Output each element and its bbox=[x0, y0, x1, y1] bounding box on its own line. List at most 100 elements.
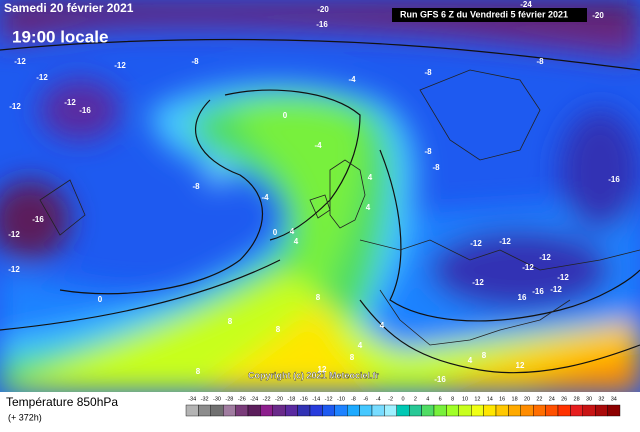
scale-swatch bbox=[285, 404, 298, 417]
scale-label: 2 bbox=[414, 396, 417, 402]
scale-label: 0 bbox=[401, 396, 404, 402]
contour-label: -12 bbox=[9, 102, 21, 111]
scale-label: -18 bbox=[287, 396, 295, 402]
contour-label: 8 bbox=[276, 325, 281, 334]
contour-label: -8 bbox=[424, 147, 432, 156]
scale-swatch bbox=[595, 404, 608, 417]
scale-swatch bbox=[260, 404, 273, 417]
contour-label: -12 bbox=[64, 98, 76, 107]
scale-swatch bbox=[371, 404, 385, 417]
scale-label: 18 bbox=[512, 396, 518, 402]
copyright: Copyright (c) 2021 Meteociel.fr bbox=[248, 370, 380, 380]
scale-label: 28 bbox=[574, 396, 580, 402]
scale-label: -16 bbox=[300, 396, 308, 402]
contour-label: -12 bbox=[14, 57, 26, 66]
scale-swatch bbox=[582, 404, 596, 417]
contour-label: 4 bbox=[294, 237, 299, 246]
scale-label: -6 bbox=[363, 396, 368, 402]
scale-swatch bbox=[607, 404, 621, 417]
scale-swatch bbox=[347, 404, 360, 417]
scale-label: 4 bbox=[426, 396, 429, 402]
scale-swatch bbox=[247, 404, 261, 417]
scale-swatch bbox=[557, 404, 571, 417]
scale-swatch bbox=[235, 404, 249, 417]
scale-swatch bbox=[458, 404, 472, 417]
scale-swatch bbox=[483, 404, 497, 417]
scale-swatch bbox=[446, 404, 459, 417]
scale-label: -30 bbox=[213, 396, 221, 402]
contour-label: -12 bbox=[522, 263, 534, 272]
scale-swatch bbox=[495, 404, 509, 417]
contour-label: -8 bbox=[424, 68, 432, 77]
contour-label: -4 bbox=[348, 75, 356, 84]
scale-label: 20 bbox=[524, 396, 530, 402]
contour-label: -8 bbox=[192, 182, 200, 191]
contour-label: -16 bbox=[316, 20, 328, 29]
scale-swatch bbox=[185, 404, 199, 417]
run-box bbox=[392, 8, 587, 22]
scale-swatch bbox=[508, 404, 521, 417]
scale-label: -22 bbox=[263, 396, 271, 402]
scale-label: -28 bbox=[225, 396, 233, 402]
contour-label: 4 bbox=[368, 173, 373, 182]
contour-label: 4 bbox=[290, 227, 295, 236]
contour-label: 0 bbox=[273, 228, 278, 237]
scale-label: -14 bbox=[312, 396, 320, 402]
scale-label: -2 bbox=[388, 396, 393, 402]
contour-label: -12 bbox=[114, 61, 126, 70]
contour-label: 8 bbox=[196, 367, 201, 376]
contour-label: -8 bbox=[432, 163, 440, 172]
contour-label: -12 bbox=[550, 285, 562, 294]
contour-label: -24 bbox=[520, 0, 532, 9]
contour-label: -12 bbox=[557, 273, 569, 282]
contour-label: -12 bbox=[539, 253, 551, 262]
scale-label: 14 bbox=[487, 396, 493, 402]
scale-swatch bbox=[545, 404, 559, 417]
contour-label: -20 bbox=[592, 11, 604, 20]
scale-label: 16 bbox=[499, 396, 505, 402]
scale-label: -32 bbox=[201, 396, 209, 402]
scale-swatch bbox=[433, 404, 447, 417]
scale-swatch bbox=[198, 404, 211, 417]
scale-label: 6 bbox=[439, 396, 442, 402]
contour-label: -12 bbox=[8, 265, 20, 274]
coastlines bbox=[39, 69, 640, 346]
contour-label: -12 bbox=[8, 230, 20, 239]
scale-label: 22 bbox=[536, 396, 542, 402]
contour-label: 4 bbox=[366, 203, 371, 212]
scale-swatch bbox=[409, 404, 422, 417]
scale-label: -26 bbox=[238, 396, 246, 402]
contour-label: 12 bbox=[516, 361, 525, 370]
scale-label: 30 bbox=[586, 396, 592, 402]
scale-swatch bbox=[421, 404, 435, 417]
scale-label: 12 bbox=[474, 396, 480, 402]
scale-label: -24 bbox=[250, 396, 258, 402]
contour-label: -16 bbox=[79, 106, 91, 115]
contour-label: -12 bbox=[499, 237, 511, 246]
map-labels: -24-20-16-20-12 -12 -8-12-16-12-12-8-8-40-… bbox=[8, 0, 620, 384]
contour-label: 8 bbox=[228, 317, 233, 326]
scale-swatch bbox=[520, 404, 534, 417]
contour-label: -16 bbox=[434, 375, 446, 384]
scale-swatch bbox=[222, 404, 236, 417]
scale-swatch bbox=[359, 404, 373, 417]
run-info: Run GFS 6 Z du Vendredi 5 février 2021 bbox=[400, 9, 568, 19]
time: 19:00 locale bbox=[12, 27, 108, 46]
contour-label: 4 bbox=[380, 321, 385, 330]
contours bbox=[0, 38, 640, 374]
scale-swatch bbox=[210, 404, 224, 417]
legend-title: Température 850hPa bbox=[6, 395, 118, 409]
color-scale: -34 -32 -30 -28 -26 -24 -22 -20 -18 -16 -14 -12 -10-… bbox=[185, 396, 621, 417]
scale-label: 24 bbox=[549, 396, 555, 402]
contour-label: 4 bbox=[358, 341, 363, 350]
scale-swatch bbox=[384, 404, 397, 417]
scale-swatch bbox=[396, 404, 410, 417]
scale-swatch bbox=[471, 404, 484, 417]
contour-label: 16 bbox=[518, 293, 527, 302]
contour-label: 8 bbox=[482, 351, 487, 360]
contour-label: 8 bbox=[316, 293, 321, 302]
legend-subtitle: (+ 372h) bbox=[8, 412, 42, 422]
contour-label: -16 bbox=[608, 175, 620, 184]
scale-label: -10 bbox=[337, 396, 345, 402]
